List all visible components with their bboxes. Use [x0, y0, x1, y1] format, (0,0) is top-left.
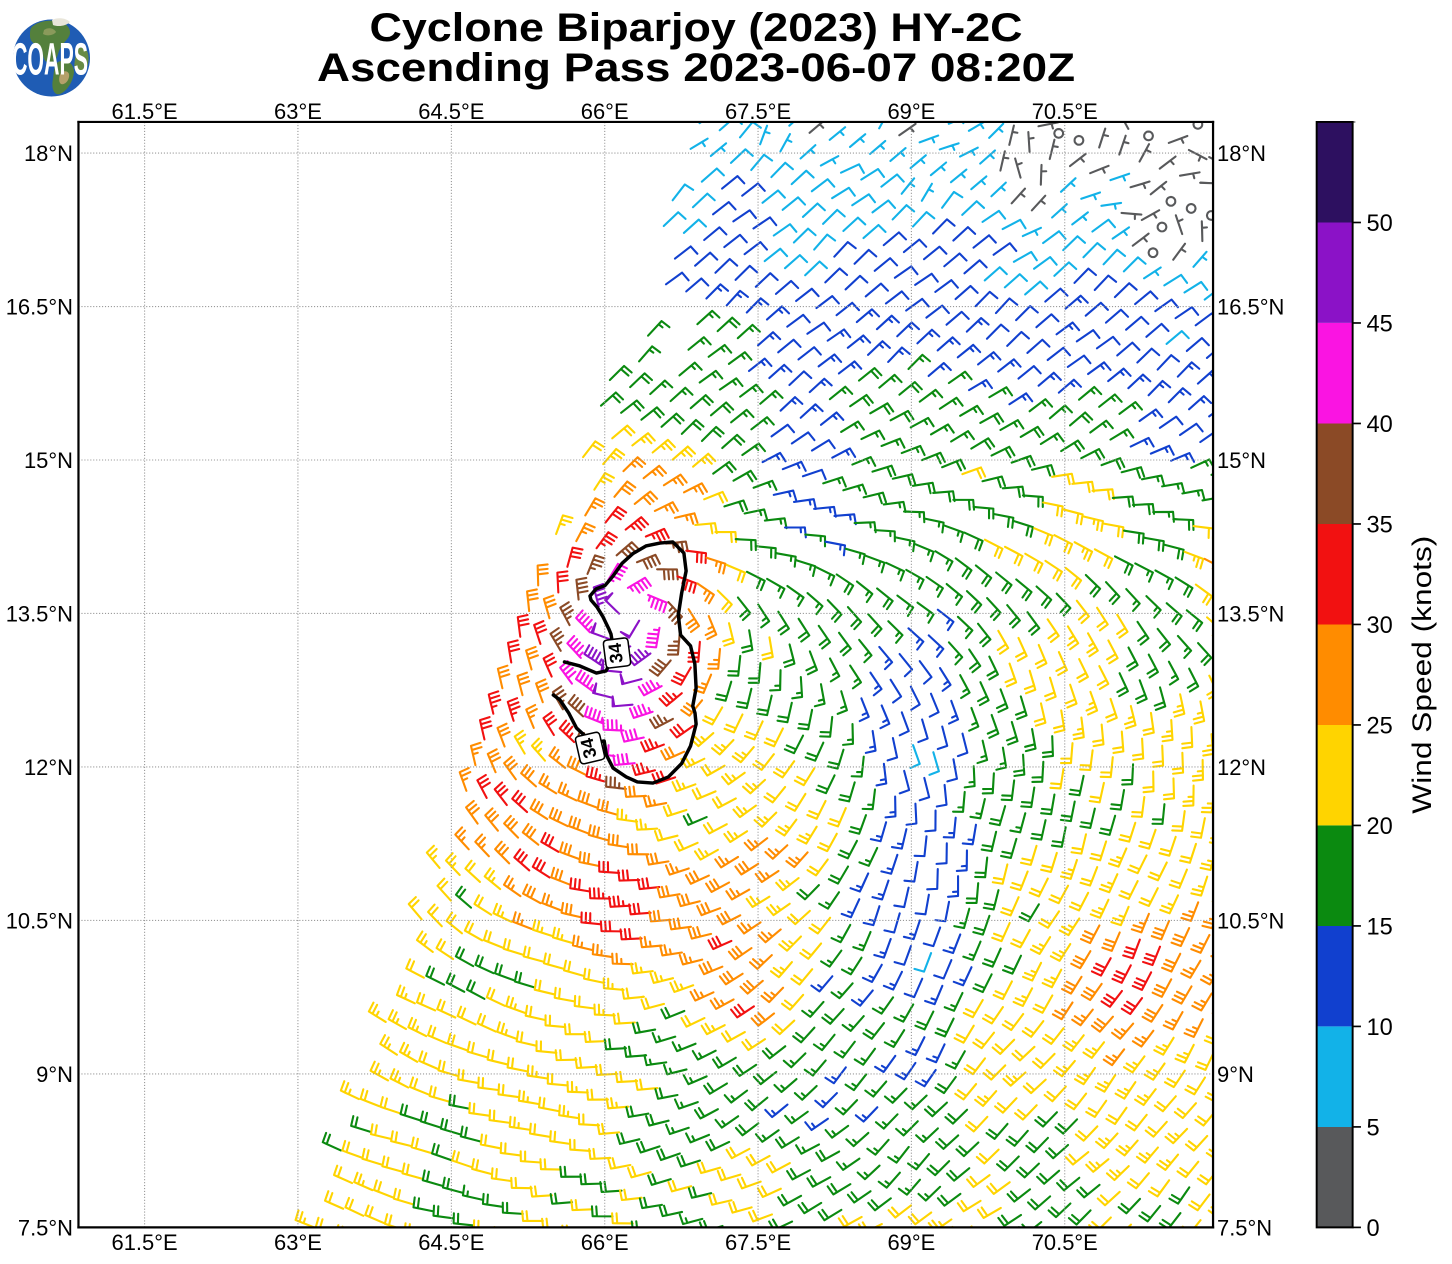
svg-text:70.5°E: 70.5°E — [1032, 99, 1098, 124]
svg-text:40: 40 — [1366, 412, 1392, 438]
svg-text:0: 0 — [1366, 1216, 1379, 1242]
svg-text:16.5°N: 16.5°N — [1217, 295, 1284, 320]
svg-text:34: 34 — [605, 642, 627, 664]
svg-text:63°E: 63°E — [274, 99, 322, 124]
svg-text:Cyclone Biparjoy (2023) HY-2C: Cyclone Biparjoy (2023) HY-2C — [369, 6, 1022, 50]
svg-text:18°N: 18°N — [1217, 141, 1266, 166]
svg-text:61.5°E: 61.5°E — [112, 1230, 178, 1255]
svg-text:13.5°N: 13.5°N — [6, 601, 73, 626]
svg-text:9°N: 9°N — [36, 1062, 73, 1087]
svg-text:63°E: 63°E — [274, 1230, 322, 1255]
svg-text:9°N: 9°N — [1217, 1062, 1254, 1087]
svg-text:20: 20 — [1366, 814, 1392, 840]
svg-text:10: 10 — [1366, 1015, 1392, 1041]
svg-text:12°N: 12°N — [1217, 755, 1266, 780]
svg-text:15: 15 — [1366, 914, 1392, 940]
svg-text:COAPS: COAPS — [12, 33, 88, 84]
svg-text:15°N: 15°N — [24, 448, 73, 473]
svg-text:30: 30 — [1366, 613, 1392, 639]
svg-text:45: 45 — [1366, 312, 1392, 338]
svg-text:Ascending Pass 2023-06-07 08:2: Ascending Pass 2023-06-07 08:20Z — [317, 46, 1075, 90]
svg-text:34: 34 — [577, 736, 601, 760]
svg-text:12°N: 12°N — [24, 755, 73, 780]
svg-text:61.5°E: 61.5°E — [112, 99, 178, 124]
svg-text:69°E: 69°E — [887, 99, 935, 124]
svg-text:13.5°N: 13.5°N — [1217, 601, 1284, 626]
svg-text:15°N: 15°N — [1217, 448, 1266, 473]
svg-text:18°N: 18°N — [24, 141, 73, 166]
svg-text:7.5°N: 7.5°N — [18, 1215, 73, 1240]
svg-text:69°E: 69°E — [887, 1230, 935, 1255]
svg-text:Wind Speed (knots): Wind Speed (knots) — [1407, 536, 1437, 814]
svg-text:16.5°N: 16.5°N — [6, 295, 73, 320]
svg-text:66°E: 66°E — [581, 1230, 629, 1255]
svg-text:67.5°E: 67.5°E — [725, 1230, 791, 1255]
svg-text:64.5°E: 64.5°E — [418, 99, 484, 124]
svg-text:50: 50 — [1366, 211, 1392, 237]
svg-text:10.5°N: 10.5°N — [6, 908, 73, 933]
svg-text:35: 35 — [1366, 513, 1392, 539]
svg-text:5: 5 — [1366, 1115, 1379, 1141]
svg-text:66°E: 66°E — [581, 99, 629, 124]
svg-text:64.5°E: 64.5°E — [418, 1230, 484, 1255]
svg-text:10.5°N: 10.5°N — [1217, 908, 1284, 933]
svg-text:70.5°E: 70.5°E — [1032, 1230, 1098, 1255]
svg-text:25: 25 — [1366, 714, 1392, 740]
svg-text:7.5°N: 7.5°N — [1217, 1215, 1272, 1240]
svg-text:67.5°E: 67.5°E — [725, 99, 791, 124]
